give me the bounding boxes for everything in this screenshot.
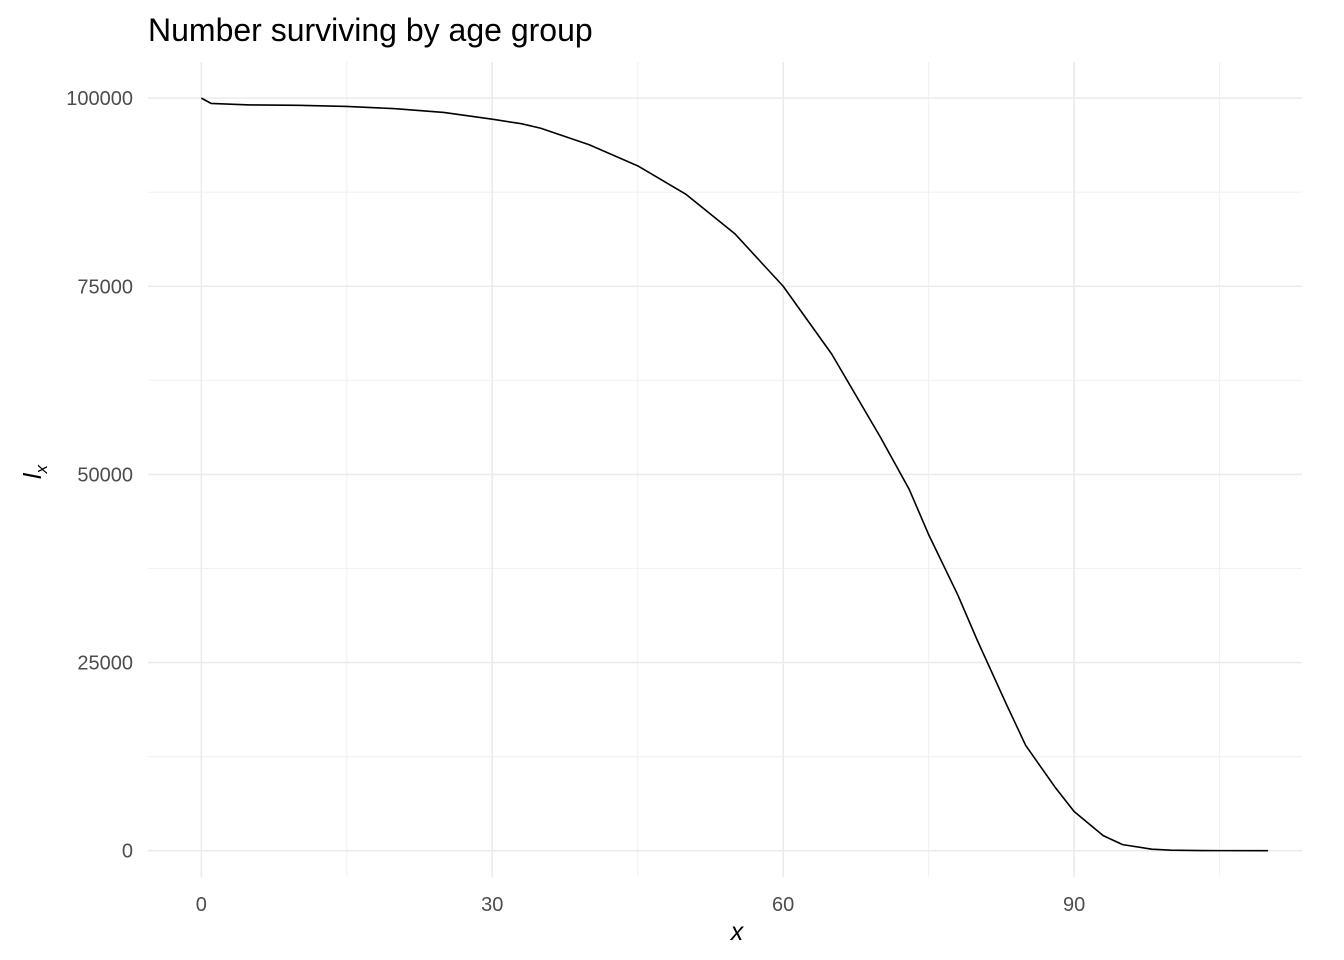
minor-gridlines [148,62,1302,877]
y-axis-title-subscript: x [32,464,51,474]
major-gridlines [148,62,1302,877]
y-tick-label: 25000 [77,653,133,675]
x-tick-label: 60 [772,894,794,916]
survival-line [200,97,1269,852]
y-axis-title-base: l [19,472,47,479]
y-tick-label: 50000 [77,464,133,486]
x-tick-label: 0 [196,894,207,916]
x-axis-title: x [730,918,745,946]
chart-title: Number surviving by age group [148,12,593,48]
y-tick-label: 75000 [77,276,133,298]
x-tick-label: 90 [1063,894,1085,916]
series-layer [200,97,1269,852]
y-axis-title: lx [19,464,51,479]
y-tick-label: 100000 [66,88,133,110]
y-tick-label: 0 [122,841,133,863]
x-tick-label: 30 [481,894,503,916]
x-tick-labels: 0 30 60 90 [196,894,1085,916]
y-tick-labels: 0 25000 50000 75000 100000 [66,88,133,863]
